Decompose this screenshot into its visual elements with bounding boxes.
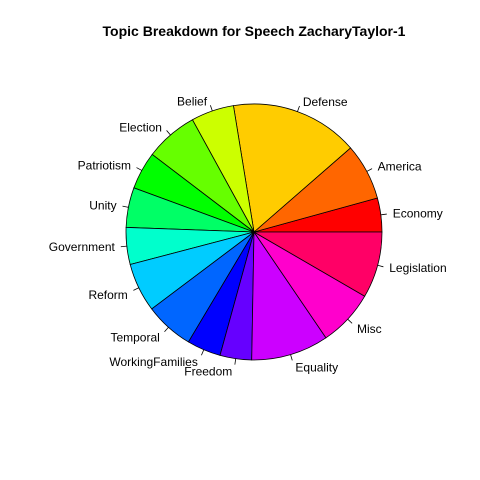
- slice-label-patriotism: Patriotism: [78, 159, 131, 173]
- leader-line-temporal: [164, 327, 168, 331]
- leader-line-patriotism: [137, 168, 142, 171]
- slice-label-belief: Belief: [177, 95, 208, 109]
- slice-label-unity: Unity: [89, 198, 116, 212]
- leader-line-equality: [291, 355, 293, 361]
- slice-label-election: Election: [119, 120, 162, 134]
- leader-line-election: [167, 130, 171, 135]
- slice-label-legislation: Legislation: [389, 261, 446, 275]
- slice-label-america: America: [378, 160, 422, 174]
- leader-line-america: [367, 169, 372, 172]
- leader-line-legislation: [378, 265, 384, 267]
- leader-line-economy: [381, 214, 387, 215]
- leader-line-government: [121, 246, 127, 247]
- slice-label-economy: Economy: [393, 207, 443, 221]
- leader-line-reform: [133, 288, 138, 291]
- slice-label-defense: Defense: [303, 95, 348, 109]
- leader-line-defense: [297, 106, 299, 112]
- slice-label-government: Government: [49, 240, 116, 254]
- slice-label-freedom: Freedom: [184, 365, 232, 379]
- chart-title: Topic Breakdown for Speech ZacharyTaylor…: [103, 23, 406, 39]
- leader-line-belief: [210, 105, 212, 111]
- slice-label-reform: Reform: [88, 288, 127, 302]
- pie-slices: [126, 104, 382, 360]
- leader-line-misc: [348, 319, 352, 323]
- slice-label-misc: Misc: [357, 322, 382, 336]
- leader-line-unity: [123, 206, 129, 207]
- slice-label-equality: Equality: [295, 360, 338, 374]
- slice-label-temporal: Temporal: [110, 331, 159, 345]
- leader-line-working-families: [201, 350, 203, 356]
- leader-line-freedom: [235, 359, 236, 365]
